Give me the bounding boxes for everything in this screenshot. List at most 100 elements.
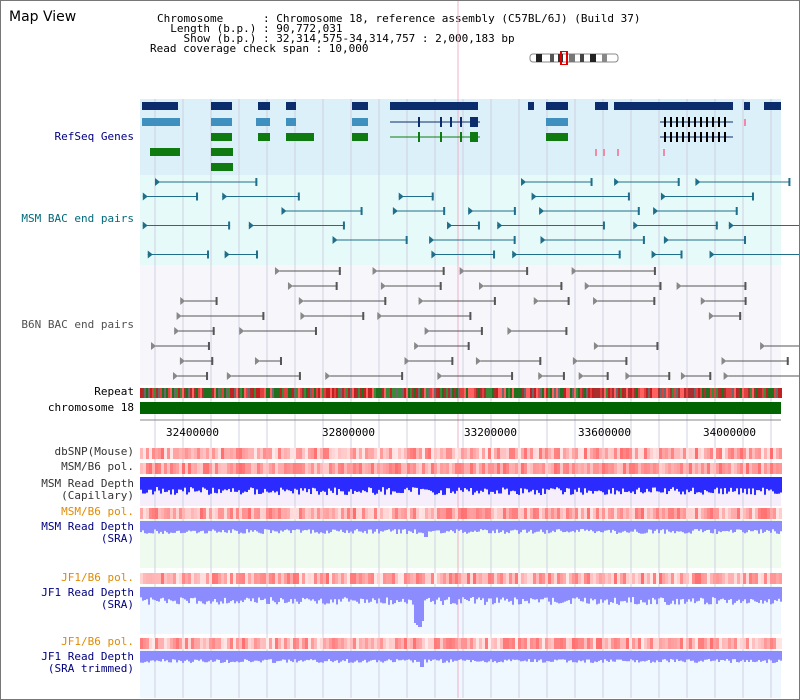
jf1-pol-cell [773,573,776,584]
bac-end [565,327,568,335]
jf1-trim-depth-bar [262,651,264,661]
msm-pol-cell [347,463,350,474]
repeat-cell [774,388,776,398]
jf1-sra-depth-bar [166,587,168,604]
msm-pol-cell [458,463,461,474]
msm-sra-depth-bar [582,521,584,530]
jf1-sra-depth-bar [358,587,360,604]
repeat-cell [348,388,350,398]
jf1-sra-depth-bar [362,587,364,600]
msm-pol2-cell [446,508,449,519]
bac-end [147,250,153,259]
chromosome-ideogram[interactable] [528,51,622,65]
jf1-pol2-cell [746,638,749,649]
bac-end [332,236,338,244]
msm-sra-depth-bar [232,521,234,530]
bac-end [392,207,398,215]
repeat-cell [338,388,340,398]
jf1-pol2-cell [362,638,365,649]
jf1-pol-cell [158,573,161,584]
repeat-cell [152,388,154,398]
msm-pol-cell [470,463,473,474]
msm-sra-depth-bar [308,521,310,530]
msm-pol2-cell [689,508,692,519]
jf1-pol-cell [710,573,713,584]
label-jf1-depth-sra[interactable]: JF1 Read Depth [41,586,134,599]
label-jf1-pol-1[interactable]: JF1/B6 pol. [61,571,134,584]
jf1-trim-depth-bar [700,651,702,661]
msm-pol-cell [605,463,608,474]
jf1-pol2-cell [395,638,398,649]
msm-sra-depth-bar [604,521,606,531]
b6n-bac-panel [140,265,781,385]
label-chromosome[interactable]: chromosome 18 [47,401,134,414]
jf1-pol-cell [437,573,440,584]
label-jf1-pol-2[interactable]: JF1/B6 pol. [61,635,134,648]
jf1-pol-cell [230,573,233,584]
msm-cap-depth-bar [162,477,164,489]
msm-sra-depth-bar [436,521,438,531]
jf1-pol-cell [584,573,587,584]
jf1-pol-cell [671,573,674,584]
repeat-cell [156,388,158,398]
jf1-trim-depth-bar [514,651,516,660]
msm-pol-cell [449,463,452,474]
repeat-cell [406,388,408,398]
jf1-pol2-cell [467,638,470,649]
msm-cap-depth-bar [760,477,762,492]
msm-pol2-cell [281,508,284,519]
jf1-pol-cell [182,573,185,584]
bac-end [360,207,363,215]
gene-block [595,102,608,110]
msm-pol-cell [368,463,371,474]
msm-sra-depth-bar [454,521,456,534]
msm-sra-depth-bar [182,521,184,533]
label-msm-depth-cap[interactable]: MSM Read Depth [41,477,134,490]
jf1-trim-depth-bar [434,651,436,660]
label-refseq-genes[interactable]: RefSeq Genes [54,130,134,143]
label-msm-depth-sra[interactable]: MSM Read Depth [41,520,134,533]
msm-pol-cell [215,463,218,474]
msm-sra-depth-bar [244,521,246,534]
msm-pol-cell [416,463,419,474]
jf1-pol2-cell [404,638,407,649]
label-repeat[interactable]: Repeat [94,385,134,398]
msm-pol-cell [548,463,551,474]
msm-cap-depth-bar [490,477,492,492]
jf1-pol-cell [770,573,773,584]
msm-sra-depth-bar [272,521,274,531]
jf1-trim-depth-bar [758,651,760,661]
jf1-pol2-cell [536,638,539,649]
bac-end [180,297,186,305]
msm-pol-cell [281,463,284,474]
msm-sra-depth-bar [654,521,656,531]
repeat-cell [230,388,232,398]
dbsnp-cell [701,448,704,459]
label-jf1-depth-trim[interactable]: JF1 Read Depth [41,650,134,663]
msm-cap-depth-bar [566,477,568,489]
label-msm-pol-1[interactable]: MSM/B6 pol. [61,460,134,473]
label-msm-pol-2[interactable]: MSM/B6 pol. [61,505,134,518]
msm-pol-cell [239,463,242,474]
jf1-pol2-cell [695,638,698,649]
repeat-cell [340,388,342,398]
jf1-pol-cell [632,573,635,584]
jf1-pol2-cell [740,638,743,649]
jf1-pol-cell [470,573,473,584]
msm-cap-depth-bar [496,477,498,491]
msm-pol-cell [494,463,497,474]
jf1-trim-depth-bar [684,651,686,663]
msm-cap-depth-bar [274,477,276,493]
label-dbsnp[interactable]: dbSNP(Mouse) [54,445,134,458]
label-msm-bac[interactable]: MSM BAC end pairs [21,212,134,225]
jf1-sra-depth-bar [732,587,734,605]
jf1-sra-depth-bar [140,587,142,598]
jf1-trim-depth-bar [336,651,338,661]
msm-sra-depth-bar [642,521,644,534]
msm-pol-cell [149,463,152,474]
msm-cap-depth-bar [682,477,684,492]
msm-sra-depth-bar [492,521,494,531]
dbsnp-cell [635,448,638,459]
label-b6n-bac[interactable]: B6N BAC end pairs [21,318,134,331]
